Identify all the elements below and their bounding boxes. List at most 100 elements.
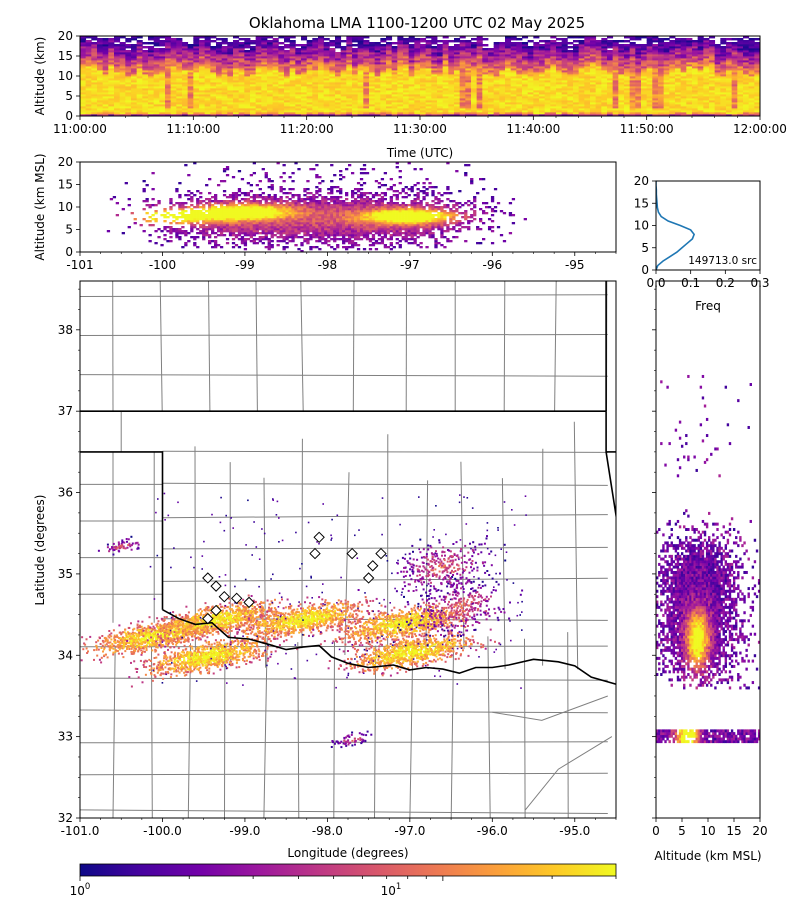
time-height-cell — [261, 108, 268, 111]
time-height-cell — [91, 48, 98, 51]
time-height-cell — [539, 64, 546, 67]
time-height-cell — [737, 110, 744, 113]
time-height-cell — [159, 72, 166, 75]
time-height-cell — [590, 74, 597, 77]
time-height-cell — [391, 94, 398, 97]
time-height-cell — [80, 80, 87, 83]
time-height-cell — [680, 52, 687, 55]
time-height-cell — [108, 72, 115, 75]
time-height-cell — [318, 48, 325, 51]
time-height-cell — [527, 86, 534, 89]
time-height-cell — [754, 72, 760, 75]
time-height-cell — [346, 68, 353, 71]
time-height-cell — [499, 72, 506, 75]
time-height-cell — [471, 56, 478, 59]
time-height-cell — [176, 100, 183, 103]
lon-height-cell — [193, 162, 197, 165]
time-height-cell — [170, 100, 177, 103]
time-height-cell — [641, 108, 648, 111]
time-height-cell — [709, 56, 716, 59]
time-height-cell — [703, 50, 710, 53]
time-height-cell — [709, 96, 716, 99]
time-height-cell — [199, 114, 206, 116]
time-height-cell — [148, 74, 155, 77]
time-height-cell — [131, 108, 138, 111]
lon-height-cell — [211, 246, 215, 249]
time-height-cell — [125, 88, 132, 91]
time-height-cell — [165, 106, 172, 109]
time-height-cell — [692, 96, 699, 99]
time-height-cell — [329, 44, 336, 47]
lon-height-cell — [175, 232, 179, 235]
time-height-cell — [267, 98, 274, 101]
time-height-cell — [516, 62, 523, 65]
time-height-cell — [748, 68, 755, 71]
time-height-cell — [114, 102, 121, 105]
time-height-cell — [352, 50, 359, 53]
time-height-cell — [612, 72, 619, 75]
time-height-cell — [199, 92, 206, 95]
time-height-cell — [85, 78, 92, 81]
time-height-cell — [663, 76, 670, 79]
time-height-cell — [369, 90, 376, 93]
time-height-cell — [425, 58, 432, 61]
time-height-cell — [510, 38, 517, 41]
time-height-cell — [567, 86, 574, 89]
time-height-cell — [612, 106, 619, 109]
time-height-cell — [590, 88, 597, 91]
time-height-cell — [686, 86, 693, 89]
time-height-cell — [658, 64, 665, 67]
time-height-cell — [646, 62, 653, 65]
time-height-cell — [510, 60, 517, 63]
time-height-cell — [250, 112, 257, 115]
time-height-cell — [476, 62, 483, 65]
lon-height-cell — [187, 216, 191, 219]
time-height-cell — [516, 54, 523, 57]
time-height-cell — [533, 80, 540, 83]
time-height-cell — [131, 86, 138, 89]
time-height-cell — [584, 52, 591, 55]
time-height-cell — [255, 110, 262, 113]
time-height-cell — [176, 66, 183, 69]
time-height-cell — [442, 72, 449, 75]
time-height-cell — [408, 56, 415, 59]
time-height-cell — [482, 66, 489, 69]
time-height-cell — [459, 42, 466, 45]
time-height-cell — [403, 94, 410, 97]
time-height-cell — [748, 42, 755, 45]
time-height-cell — [420, 112, 427, 115]
time-height-cell — [369, 72, 376, 75]
time-height-cell — [176, 76, 183, 79]
time-height-cell — [216, 38, 223, 41]
time-height-cell — [380, 54, 387, 57]
time-height-cell — [312, 90, 319, 93]
time-height-cell — [714, 84, 721, 87]
time-height-cell — [176, 68, 183, 71]
time-height-cell — [499, 98, 506, 101]
time-height-cell — [431, 72, 438, 75]
time-height-cell — [658, 40, 665, 43]
time-height-cell — [584, 114, 591, 116]
time-height-cell — [437, 100, 444, 103]
time-height-cell — [618, 88, 625, 91]
time-height-cell — [437, 114, 444, 116]
time-height-cell — [743, 76, 750, 79]
time-height-cell — [612, 102, 619, 105]
time-height-cell — [561, 72, 568, 75]
time-height-cell — [204, 100, 211, 103]
time-height-cell — [539, 96, 546, 99]
time-height-cell — [272, 68, 279, 71]
time-height-cell — [454, 100, 461, 103]
time-height-cell — [97, 74, 104, 77]
time-height-cell — [465, 102, 472, 105]
time-height-cell — [204, 70, 211, 73]
time-height-cell — [102, 40, 109, 43]
time-height-cell — [437, 108, 444, 111]
time-height-cell — [187, 60, 194, 63]
time-height-cell — [737, 56, 744, 59]
time-height-cell — [675, 64, 682, 67]
time-height-cell — [278, 72, 285, 75]
lon-height-cell — [160, 214, 164, 217]
time-height-cell — [584, 74, 591, 77]
time-height-cell — [329, 74, 336, 77]
